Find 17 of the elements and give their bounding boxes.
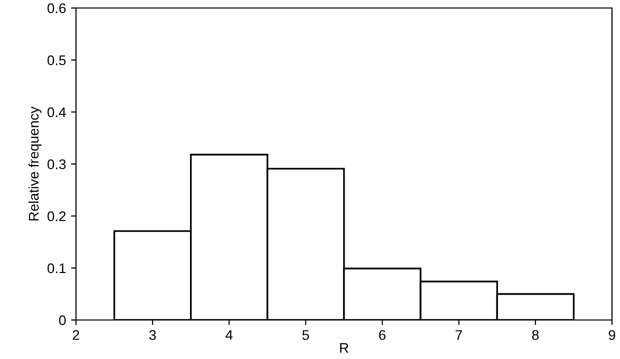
x-tick-label: 5	[302, 330, 309, 340]
y-tick-label: 0.4	[48, 107, 66, 118]
x-tick-label: 8	[532, 330, 539, 340]
x-tick-label: 4	[226, 330, 233, 340]
y-tick-label: 0.1	[48, 263, 66, 274]
y-tick-label: 0.3	[48, 159, 66, 170]
y-axis-title: Relative frequency	[28, 106, 42, 220]
y-tick-label: 0.6	[48, 3, 66, 14]
x-tick-label: 2	[72, 330, 80, 340]
y-tick-label: 0.2	[48, 211, 66, 222]
x-tick-label: 7	[456, 330, 462, 340]
x-tick-label: 9	[608, 330, 616, 340]
x-tick-label: 6	[379, 330, 386, 340]
y-tick-label: 0	[59, 315, 66, 326]
x-tick-label: 3	[149, 330, 156, 340]
x-axis-title: R	[340, 343, 348, 353]
y-tick-label: 0.5	[48, 55, 66, 66]
